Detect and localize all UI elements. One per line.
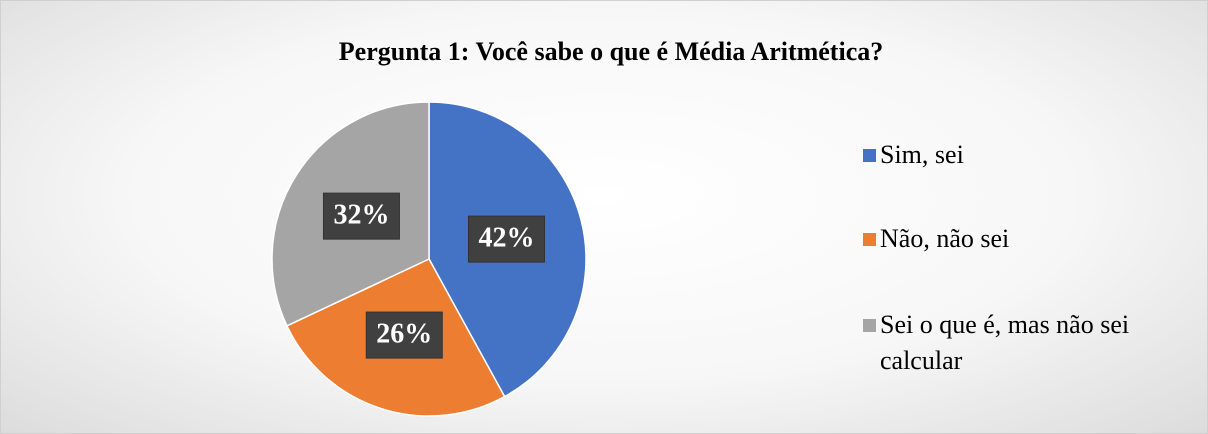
legend-swatch (863, 233, 876, 246)
legend-item: Sim, sei (863, 137, 1203, 173)
legend-label: Sim, sei (880, 140, 964, 169)
legend-swatch (863, 149, 876, 162)
chart-title: Pergunta 1: Você sabe o que é Média Arit… (339, 37, 883, 66)
data-label-box (467, 215, 545, 263)
legend-item: Não, não sei (863, 221, 1203, 257)
legend-label: Sei o que é, mas não sei calcular (880, 310, 1130, 375)
legend-swatch (863, 319, 876, 332)
data-label: 32% (333, 200, 389, 231)
data-label: 42% (478, 223, 534, 254)
legend-label: Não, não sei (880, 224, 1010, 253)
data-label: 26% (376, 319, 432, 350)
data-label-box (322, 192, 400, 240)
legend-item: Sei o que é, mas não sei calcular (863, 307, 1203, 379)
legend: Sim, sei Não, não sei Sei o que é, mas não… (863, 137, 1203, 427)
data-label-box (365, 311, 443, 359)
